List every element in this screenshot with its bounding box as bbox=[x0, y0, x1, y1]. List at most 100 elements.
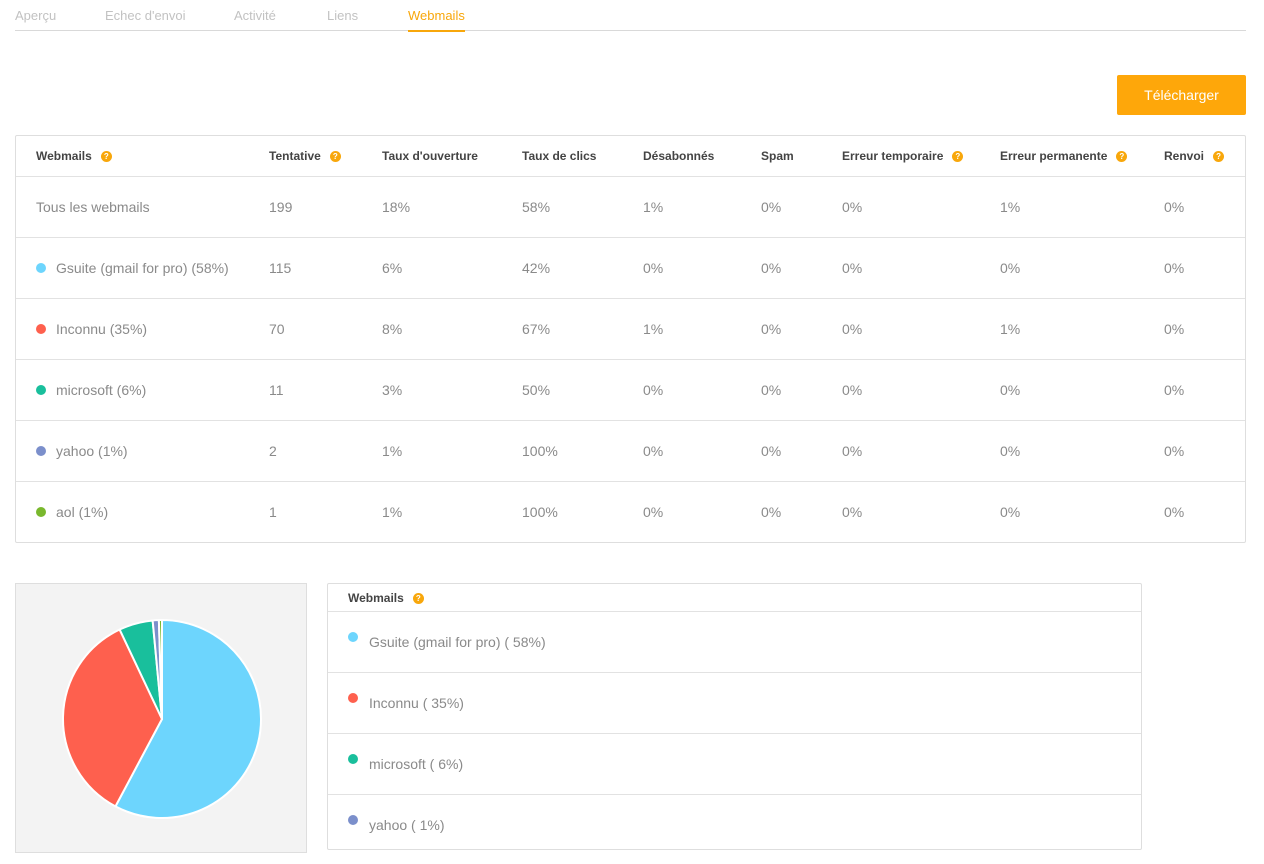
table-cell: 0% bbox=[643, 443, 664, 459]
table-cell: 0% bbox=[1000, 260, 1021, 276]
color-dot-icon bbox=[36, 324, 46, 334]
table-cell: 1% bbox=[643, 321, 664, 337]
table-cell: 0% bbox=[842, 321, 863, 337]
legend-item: yahoo ( 1%) bbox=[328, 795, 1141, 849]
column-header: Erreur temporaire? bbox=[842, 149, 964, 163]
help-icon[interactable]: ? bbox=[952, 150, 964, 162]
tab-liens[interactable]: Liens bbox=[327, 8, 359, 23]
table-cell: 0% bbox=[761, 260, 782, 276]
legend-item: Inconnu ( 35%) bbox=[328, 673, 1141, 734]
table-cell: 100% bbox=[522, 443, 558, 459]
table-cell: 0% bbox=[842, 382, 863, 398]
table-row: Gsuite (gmail for pro) (58%) 115 6% 42% 0% 0%… bbox=[16, 238, 1245, 299]
table-cell: 0% bbox=[1000, 443, 1021, 459]
table-row: aol (1%) 1 1% 100% 0% 0% 0% 0% 0% bbox=[16, 482, 1245, 543]
table-cell: 1% bbox=[643, 199, 664, 215]
table-cell: 0% bbox=[643, 260, 664, 276]
table-cell: 50% bbox=[522, 382, 551, 398]
legend-item: microsoft ( 6%) bbox=[328, 734, 1141, 795]
pie-chart bbox=[62, 619, 262, 819]
tab-apercu[interactable]: Aperçu bbox=[15, 8, 57, 23]
column-header: Spam bbox=[761, 149, 794, 163]
pie-slice-gsuite-gmail-for-pro[interactable] bbox=[114, 619, 262, 819]
table-row: Inconnu (35%) 70 8% 67% 1% 0% 0% 1% 0% bbox=[16, 299, 1245, 360]
webmail-name-cell: aol (1%) bbox=[36, 504, 108, 520]
table-cell: 0% bbox=[643, 504, 664, 520]
table-cell: 0% bbox=[643, 382, 664, 398]
help-icon[interactable]: ? bbox=[412, 592, 424, 604]
table-cell: 0% bbox=[761, 504, 782, 520]
legend-label: Inconnu ( 35%) bbox=[369, 695, 464, 711]
table-cell: 1% bbox=[1000, 321, 1021, 337]
column-header: Désabonnés bbox=[643, 149, 715, 163]
column-header: Taux de clics bbox=[522, 149, 597, 163]
color-dot-icon bbox=[348, 815, 358, 825]
table-cell: 0% bbox=[842, 199, 863, 215]
table-cell: 199 bbox=[269, 199, 293, 215]
table-cell: 0% bbox=[1164, 382, 1185, 398]
table-cell: 0% bbox=[1164, 443, 1185, 459]
color-dot-icon bbox=[348, 754, 358, 764]
table-cell: 70 bbox=[269, 321, 285, 337]
webmails-legend: Webmails ? Gsuite (gmail for pro) ( 58%)… bbox=[327, 583, 1142, 850]
column-header: Erreur permanente? bbox=[1000, 149, 1128, 163]
webmails-table: Webmails? Tentative? Taux d'ouverture Taux … bbox=[15, 135, 1246, 543]
table-header: Webmails? Tentative? Taux d'ouverture Taux … bbox=[16, 136, 1245, 177]
table-cell: 8% bbox=[382, 321, 403, 337]
tab-bar: Aperçu Echec d'envoi Activité Liens Webm… bbox=[15, 0, 1246, 32]
table-cell: 0% bbox=[1164, 321, 1185, 337]
color-dot-icon bbox=[348, 632, 358, 642]
table-cell: 18% bbox=[382, 199, 411, 215]
table-cell: 0% bbox=[842, 260, 863, 276]
download-button[interactable]: Télécharger bbox=[1117, 75, 1246, 115]
webmail-name-cell: Gsuite (gmail for pro) (58%) bbox=[36, 260, 229, 276]
table-row: yahoo (1%) 2 1% 100% 0% 0% 0% 0% 0% bbox=[16, 421, 1245, 482]
table-cell: 0% bbox=[761, 321, 782, 337]
table-cell: 42% bbox=[522, 260, 551, 276]
table-cell: 1% bbox=[382, 504, 403, 520]
table-cell: 6% bbox=[382, 260, 403, 276]
help-icon[interactable]: ? bbox=[100, 150, 112, 162]
column-header: Renvoi? bbox=[1164, 149, 1225, 163]
table-cell: 67% bbox=[522, 321, 551, 337]
table-row: Tous les webmails 199 18% 58% 1% 0% 0% 1% 0% bbox=[16, 177, 1245, 238]
table-cell: 3% bbox=[382, 382, 403, 398]
legend-label: microsoft ( 6%) bbox=[369, 756, 464, 772]
help-icon[interactable]: ? bbox=[1213, 150, 1225, 162]
column-header: Tentative? bbox=[269, 149, 341, 163]
webmail-name-cell: yahoo (1%) bbox=[36, 443, 128, 459]
table-cell: 0% bbox=[1000, 382, 1021, 398]
pie-slice-aol[interactable] bbox=[157, 619, 163, 720]
legend-item: Gsuite (gmail for pro) ( 58%) bbox=[328, 612, 1141, 673]
webmail-name-cell: microsoft (6%) bbox=[36, 382, 146, 398]
pie-slice-inconnu[interactable] bbox=[62, 628, 163, 808]
color-dot-icon bbox=[36, 385, 46, 395]
table-cell: 1 bbox=[269, 504, 277, 520]
pie-chart-panel bbox=[15, 583, 307, 853]
help-icon[interactable]: ? bbox=[329, 150, 341, 162]
table-cell: 1% bbox=[1000, 199, 1021, 215]
table-cell: 2 bbox=[269, 443, 277, 459]
table-cell: 0% bbox=[761, 382, 782, 398]
color-dot-icon bbox=[348, 693, 358, 703]
legend-label: Gsuite (gmail for pro) ( 58%) bbox=[369, 634, 546, 650]
table-cell: 11 bbox=[269, 382, 284, 398]
tab-echec-envoi[interactable]: Echec d'envoi bbox=[105, 8, 186, 23]
legend-header: Webmails ? bbox=[328, 584, 1141, 612]
table-cell: 1% bbox=[382, 443, 403, 459]
table-row: microsoft (6%) 11 3% 50% 0% 0% 0% 0% 0% bbox=[16, 360, 1245, 421]
table-cell: 58% bbox=[522, 199, 551, 215]
table-cell: 100% bbox=[522, 504, 558, 520]
help-icon[interactable]: ? bbox=[1116, 150, 1128, 162]
column-header: Webmails? bbox=[36, 149, 112, 163]
webmail-name-cell: Inconnu (35%) bbox=[36, 321, 147, 337]
tab-webmails[interactable]: Webmails bbox=[408, 8, 465, 32]
table-cell: 0% bbox=[1164, 504, 1185, 520]
tab-activite[interactable]: Activité bbox=[234, 8, 276, 23]
column-header: Taux d'ouverture bbox=[382, 149, 478, 163]
table-cell: 0% bbox=[842, 504, 863, 520]
table-cell: 0% bbox=[1164, 260, 1185, 276]
legend-title: Webmails ? bbox=[348, 591, 424, 605]
table-cell: 0% bbox=[761, 199, 782, 215]
table-cell: 115 bbox=[269, 260, 292, 276]
